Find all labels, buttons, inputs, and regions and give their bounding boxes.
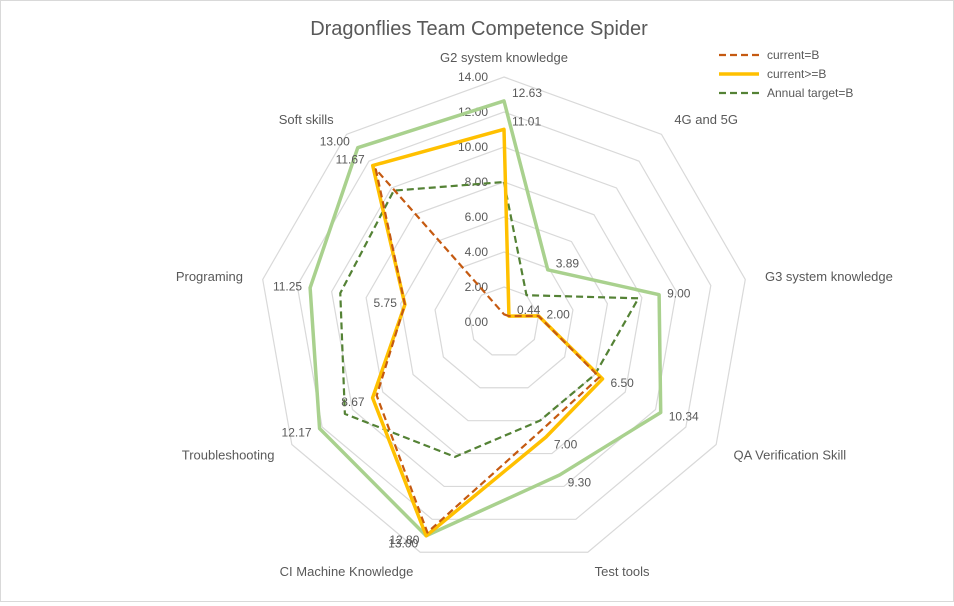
data-label: 12.17 [282,425,312,439]
data-label: 12.63 [512,86,542,100]
tick-label: 6.00 [465,210,489,224]
data-label: 8.67 [341,395,365,409]
series-group [308,99,663,538]
data-label: 11.67 [336,152,365,166]
data-label: 7.00 [554,438,578,452]
grid-ring [468,286,540,356]
data-label: 5.75 [374,296,398,310]
data-label: 13.00 [320,135,350,149]
grid-ring [331,146,677,488]
legend-label: current>=B [767,67,826,81]
category-label: G2 system knowledge [440,50,568,65]
category-label: 4G and 5G [674,112,738,127]
category-label: G3 system knowledge [765,269,893,284]
data-labels: 12.63 11.01 3.89 0.44 9.00 2.00 10.34 6.50 9.30 7… [273,86,699,550]
grid-ring [365,181,643,455]
data-label: 6.50 [611,376,635,390]
tick-label: 0.00 [465,315,489,329]
data-label: 11.25 [273,279,302,293]
data-label: 13.00 [388,536,418,550]
tick-label: 8.00 [465,175,489,189]
data-label: 10.34 [669,409,699,423]
tick-label: 4.00 [465,245,489,259]
series-line-current-b [374,168,601,534]
legend-label: Annual target=B [767,86,853,100]
category-label: QA Verification Skill [733,448,846,463]
data-label: 9.00 [667,286,691,300]
grid-ring [399,216,609,422]
data-label: 3.89 [556,257,580,271]
data-label: 0.44 [517,303,541,317]
grid-ring [262,76,746,553]
legend-label: current=B [767,48,819,62]
data-label: 2.00 [546,308,570,322]
category-labels: G2 system knowledge 4G and 5G G3 system kn… [176,50,893,579]
category-label: Troubleshooting [182,448,275,463]
tick-label: 10.00 [458,140,488,154]
data-label: 12.80 [389,533,419,547]
tick-label: 14.00 [458,70,488,84]
category-label: CI Machine Knowledge [280,564,414,579]
legend: current=B current>=B Annual target=B [719,48,853,100]
category-label: Programing [176,269,243,284]
series-line-annual-target-b [339,180,640,458]
data-label: 9.30 [568,475,592,489]
category-label: Soft skills [279,112,334,127]
radar-grid [262,76,746,553]
grid-ring [434,251,574,389]
chart-title: Dragonflies Team Competence Spider [310,18,648,40]
series-line-unlabeled [308,99,663,538]
data-label: 11.01 [512,114,541,128]
category-label: Test tools [595,564,650,579]
series-line-current-b [370,127,605,538]
